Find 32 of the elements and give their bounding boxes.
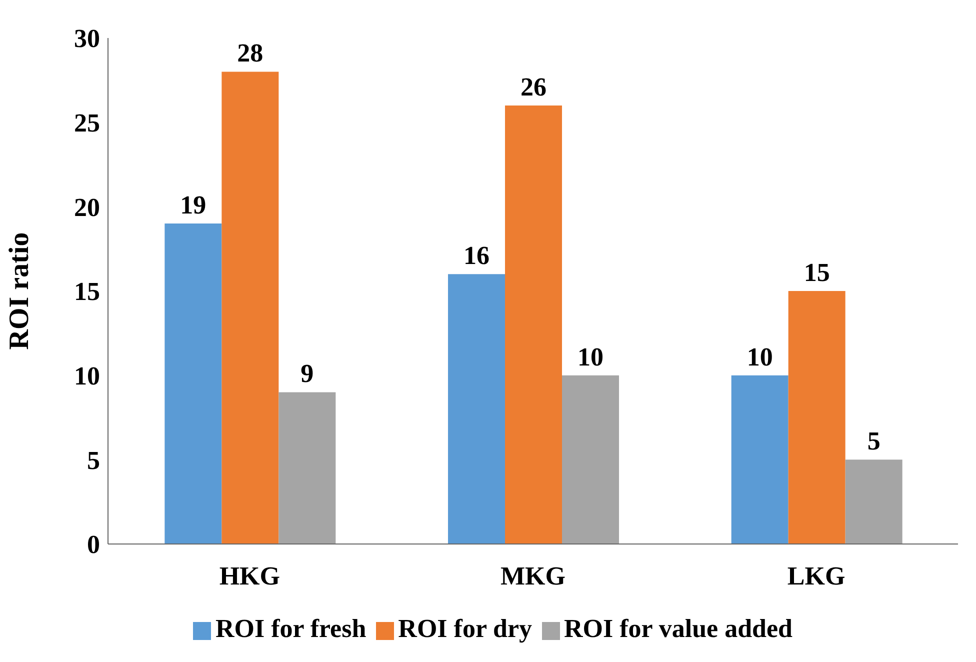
y-tick-label: 15 (74, 277, 100, 306)
y-tick-label: 5 (87, 446, 100, 475)
bar (222, 72, 279, 544)
data-label: 10 (746, 342, 773, 372)
bar (278, 392, 336, 544)
bar (505, 105, 562, 544)
data-label: 5 (867, 426, 880, 456)
y-tick-label: 30 (74, 24, 100, 54)
bar (845, 460, 902, 544)
data-label: 9 (300, 359, 314, 388)
bar (448, 274, 505, 544)
y-tick-label: 25 (74, 108, 100, 138)
y-axis-title: ROI ratio (4, 232, 35, 350)
data-label: 19 (180, 190, 206, 220)
x-tick-label: LKG (787, 561, 846, 590)
bar (731, 375, 788, 544)
y-tick-label: 0 (87, 530, 100, 560)
bar (164, 224, 222, 544)
data-label: 10 (578, 342, 604, 372)
data-label: 16 (464, 241, 490, 270)
x-tick-label: MKG (500, 561, 566, 590)
data-label: 26 (520, 72, 546, 102)
y-tick-label: 20 (74, 192, 100, 222)
data-label: 15 (804, 258, 830, 287)
legend-label: ROI for dry (398, 614, 532, 643)
legend-label: ROI for value added (564, 614, 793, 643)
bar (562, 375, 619, 544)
data-label: 28 (237, 38, 264, 68)
x-tick-label: HKG (219, 561, 280, 590)
y-tick-label: 10 (74, 362, 100, 391)
bar (788, 291, 846, 544)
legend-label: ROI for fresh (215, 614, 366, 643)
